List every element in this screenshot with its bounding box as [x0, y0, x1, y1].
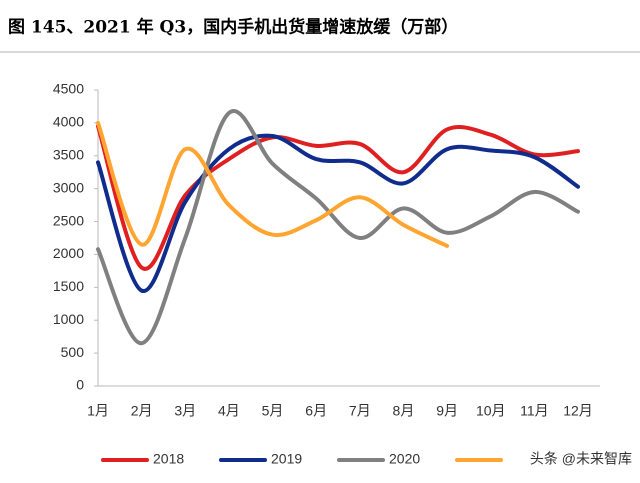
y-tick-label: 4000 [53, 114, 84, 130]
series-line [96, 133, 580, 293]
x-tick-label: 12月 [563, 403, 593, 419]
legend-label: 2020 [389, 451, 420, 467]
y-tick-label: 3500 [53, 146, 84, 162]
y-tick-label: 2500 [53, 212, 84, 228]
series-line [96, 124, 580, 271]
x-tick-label: 6月 [305, 403, 327, 419]
y-tick-label: 2000 [53, 245, 84, 261]
series-line [96, 120, 450, 248]
x-tick-label: 10月 [476, 403, 506, 419]
y-tick-label: 1500 [53, 278, 84, 294]
y-tick-label: 500 [61, 344, 85, 360]
x-tick-label: 8月 [393, 403, 415, 419]
x-tick-label: 9月 [436, 403, 458, 419]
y-tick-label: 4500 [53, 81, 84, 97]
legend-label: 2019 [271, 451, 302, 467]
y-tick-label: 1000 [53, 311, 84, 327]
y-tick-label: 0 [76, 377, 84, 393]
legend-label: 2018 [153, 451, 184, 467]
x-tick-label: 2月 [131, 403, 153, 419]
series-line [96, 109, 580, 346]
y-tick-label: 3000 [53, 179, 84, 195]
watermark: 头条 @未来智库 [530, 451, 632, 467]
chart-title: 图 145、2021 年 Q3，国内手机出货量增速放缓（万部） [8, 17, 458, 38]
x-tick-label: 1月 [87, 403, 109, 419]
x-tick-label: 3月 [174, 403, 196, 419]
x-tick-label: 11月 [520, 403, 549, 419]
x-tick-label: 4月 [218, 403, 240, 419]
x-tick-label: 7月 [349, 403, 371, 419]
x-tick-label: 5月 [262, 403, 284, 419]
